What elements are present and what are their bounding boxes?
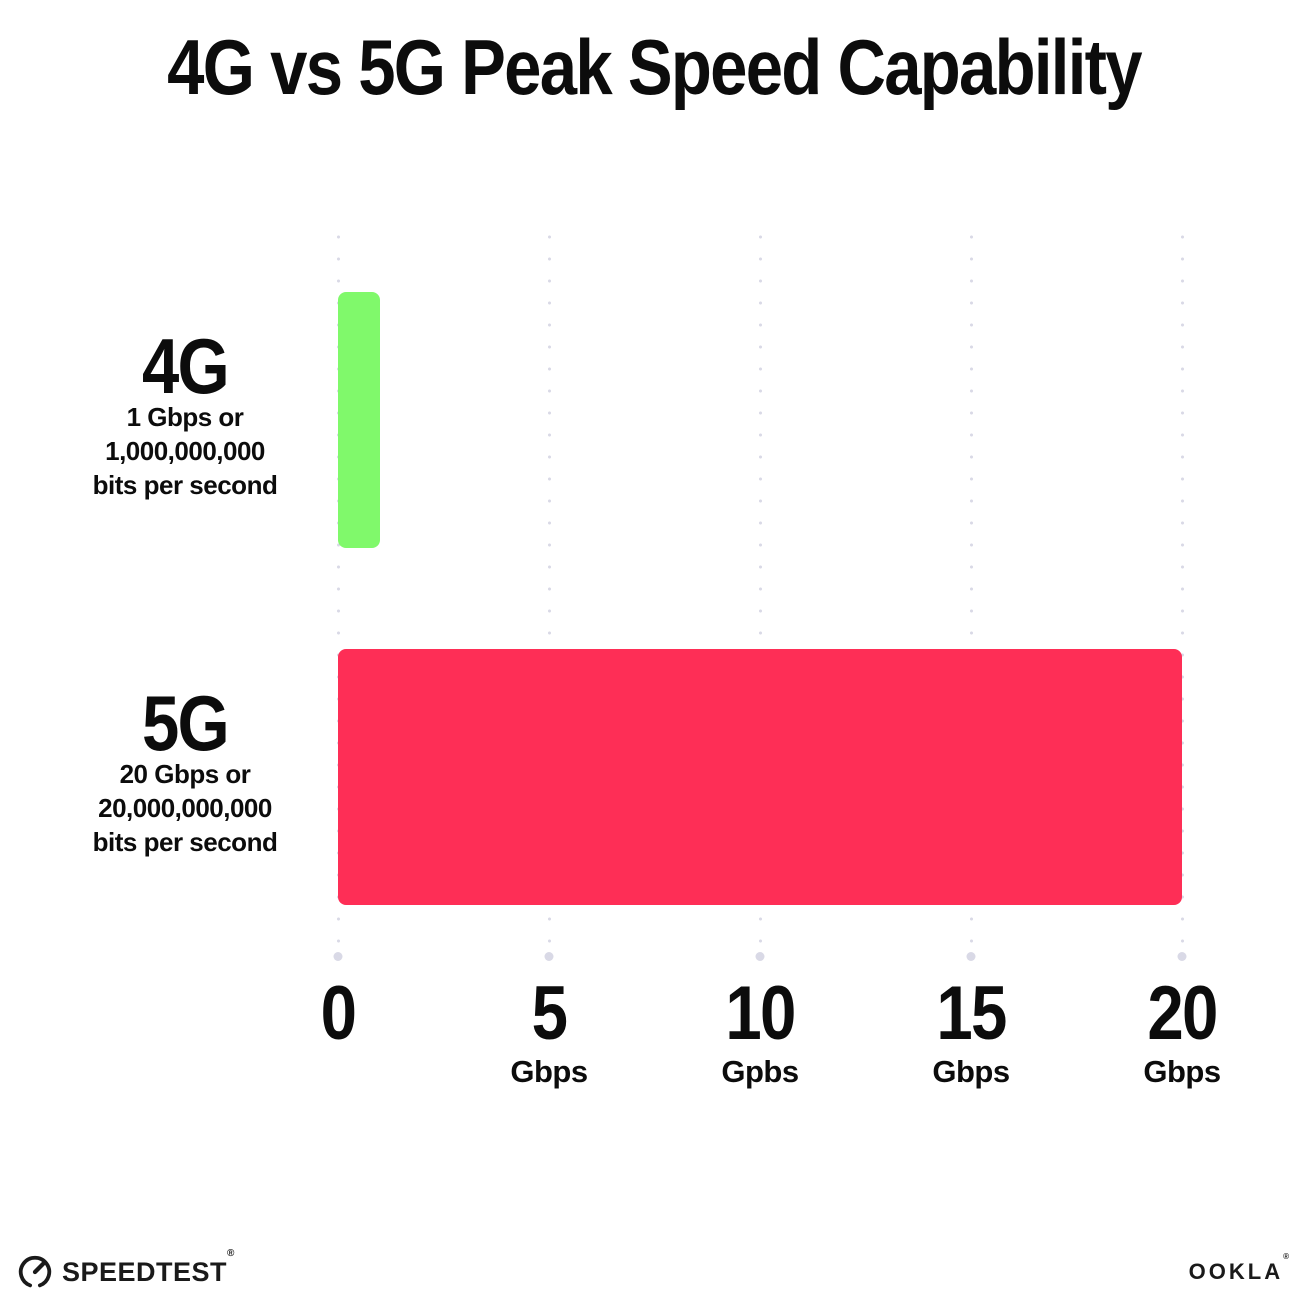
- ookla-trademark: ®: [1283, 1252, 1292, 1261]
- x-tick-5-unit: Gbps: [510, 1054, 588, 1089]
- ookla-wordmark: OOKLA®: [1188, 1252, 1292, 1284]
- category-label-5g: 5G: [141, 679, 230, 767]
- x-tick-0: 0: [318, 971, 358, 1056]
- x-tick-15: 15 Gbps: [931, 971, 1012, 1090]
- gridline-10: [755, 226, 765, 961]
- x-tick-15-unit: Gbps: [932, 1054, 1010, 1089]
- gridline-end-dot: [755, 952, 765, 961]
- bar-4g: [338, 292, 381, 548]
- speedtest-logo: SPEEDTEST®: [16, 1247, 235, 1291]
- x-tick-15-number: 15: [936, 971, 1007, 1056]
- x-tick-20: 20 Gbps: [1142, 971, 1223, 1090]
- annotation-5g-line2: 20,000,000,000: [98, 793, 272, 823]
- speedtest-gauge-icon: [16, 1253, 54, 1291]
- speedtest-wordmark: SPEEDTEST®: [62, 1247, 235, 1287]
- annotation-5g-line1: 20 Gbps or: [119, 759, 251, 789]
- annotation-5g-line3: bits per second: [92, 827, 278, 857]
- annotation-4g-line3: bits per second: [92, 470, 278, 500]
- footer: SPEEDTEST® OOKLA®: [16, 1248, 1292, 1296]
- x-tick-10-number: 10: [725, 971, 796, 1056]
- x-tick-20-number: 20: [1147, 971, 1218, 1056]
- gridline-end-dot: [966, 952, 976, 961]
- gridline-end-dot: [333, 952, 343, 961]
- bar-chart: [333, 226, 1187, 961]
- x-tick-0-number: 0: [320, 971, 357, 1056]
- gridline-end-dot: [1177, 952, 1187, 961]
- annotation-4g-line2: 1,000,000,000: [105, 436, 265, 466]
- annotation-4g-line1: 1 Gbps or: [126, 402, 244, 432]
- gridline-15: [966, 226, 976, 961]
- x-tick-20-unit: Gbps: [1143, 1054, 1221, 1089]
- gridline-0: [333, 226, 343, 961]
- x-tick-5: 5 Gbps: [510, 971, 588, 1090]
- page-title: 4G vs 5G Peak Speed Capability: [167, 23, 1142, 111]
- x-tick-10-unit: Gpbs: [721, 1054, 799, 1089]
- ookla-logo: OOKLA®: [1188, 1252, 1292, 1285]
- gridline-20: [1177, 226, 1187, 961]
- gridline-5: [544, 226, 554, 961]
- x-tick-10: 10 Gpbs: [720, 971, 801, 1090]
- gridline-end-dot: [544, 952, 554, 961]
- bar-5g: [338, 649, 1182, 905]
- x-axis: 0 5 Gbps 10 Gpbs 15 Gbps 20 Gbps: [321, 971, 1221, 1102]
- x-tick-5-number: 5: [531, 971, 568, 1056]
- row-label-5g: 5G 20 Gbps or 20,000,000,000 bits per se…: [40, 679, 330, 859]
- category-label-4g: 4G: [141, 322, 230, 410]
- row-label-4g: 4G 1 Gbps or 1,000,000,000 bits per seco…: [40, 322, 330, 502]
- speedtest-trademark: ®: [227, 1247, 235, 1259]
